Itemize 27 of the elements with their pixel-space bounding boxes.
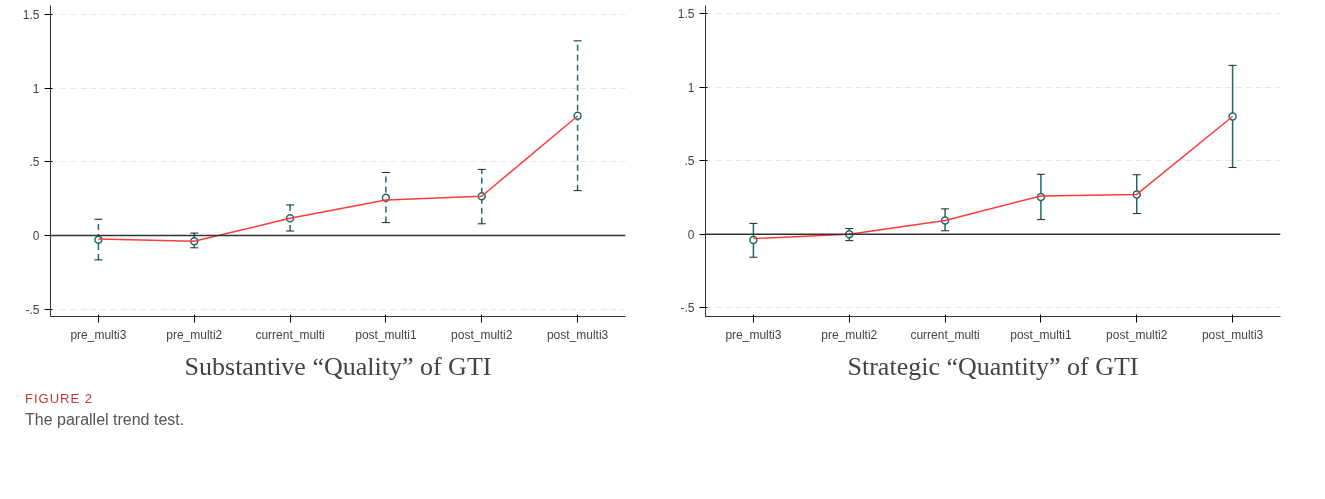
text: The parallel trend test.	[25, 409, 185, 430]
x-tick-label: post_multi1	[355, 327, 417, 342]
y-tick-label: 0	[32, 228, 40, 243]
y-tick-label: 1	[32, 81, 40, 96]
x-tick-label: pre_multi3	[725, 327, 782, 342]
y-tick-label: 1	[687, 80, 695, 95]
x-tick-label: pre_multi2	[166, 327, 223, 342]
y-tick-label: 1.5	[22, 7, 40, 22]
x-tick-label: current_multi	[255, 327, 325, 342]
y-tick-label: -.5	[25, 302, 40, 317]
point	[749, 235, 758, 245]
y-tick-label: .5	[29, 155, 40, 170]
y-tick-label: 1.5	[677, 7, 695, 22]
x-tick-label: current_multi	[910, 327, 980, 342]
x-tick-label: pre_multi3	[70, 327, 127, 342]
x-tick-label: post_multi1	[1010, 327, 1072, 342]
y-tick-label: -.5	[680, 301, 695, 316]
caption: FIGURE 2	[25, 390, 94, 408]
text: Substantive “Quality” of GTI	[184, 351, 492, 381]
y-tick-label: 0	[687, 227, 695, 242]
y-tick-label: .5	[684, 154, 695, 169]
x-tick-label: post_multi3	[546, 327, 609, 342]
x-tick-label: post_multi2	[1106, 327, 1168, 342]
text: Strategic “Quantity” of GTI	[847, 351, 1139, 381]
x-tick-label: post_multi3	[1201, 327, 1264, 342]
x-tick-label: post_multi2	[451, 327, 513, 342]
x-tick-label: pre_multi2	[821, 327, 878, 342]
